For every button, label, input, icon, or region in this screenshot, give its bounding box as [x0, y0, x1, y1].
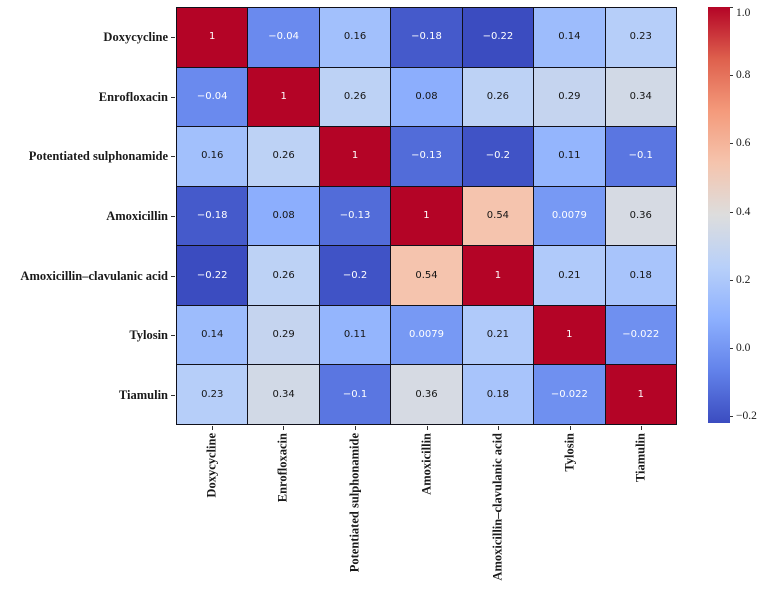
colorbar-tick-label: 0.2: [736, 273, 751, 286]
colorbar-tick: [730, 7, 733, 8]
heatmap-cell: 0.21: [462, 305, 534, 365]
y-axis-tick: [171, 395, 175, 397]
heatmap-cell: 0.26: [462, 67, 534, 127]
row-label: Amoxicillin: [106, 209, 168, 223]
heatmap-cell: 0.23: [605, 8, 676, 67]
colorbar-tick: [730, 347, 733, 349]
heatmap-cell: 0.23: [177, 365, 248, 424]
column-label: Doxycycline: [204, 433, 219, 498]
colorbar-tick-label: 0.4: [736, 205, 751, 218]
row-label: Enrofloxacin: [98, 89, 168, 104]
column-label: Tylosin: [562, 433, 577, 472]
heatmap-cell: 0.14: [534, 8, 605, 67]
heatmap-cell: 0.54: [462, 186, 534, 246]
heatmap-cell: −0.2: [319, 246, 391, 305]
heatmap-cell: 0.36: [605, 186, 676, 246]
heatmap-cell: −0.13: [391, 127, 462, 186]
y-axis-tick: [171, 156, 175, 158]
x-axis-tick: [283, 426, 285, 430]
colorbar-tick: [730, 75, 733, 77]
x-axis-tick: [354, 426, 356, 430]
row-label: Potentiated sulphonamide: [28, 149, 168, 164]
column-label: Enrofloxacin: [275, 433, 290, 503]
heatmap-cell: −0.1: [605, 127, 676, 186]
heatmap-cell: 0.16: [177, 127, 248, 186]
colorbar-tick-label: 0.6: [736, 137, 751, 150]
heatmap-cell: 0.36: [391, 365, 462, 424]
heatmap-cell: 0.29: [248, 305, 319, 365]
y-axis-tick: [171, 275, 175, 277]
heatmap-cell: −0.022: [605, 305, 676, 365]
heatmap-cell: 0.0079: [534, 186, 605, 246]
heatmap-cell: 0.08: [391, 67, 462, 127]
heatmap-cell: −0.022: [534, 365, 605, 424]
row-label: Doxycycline: [103, 29, 168, 44]
heatmap-cell: 0.18: [462, 365, 534, 424]
heatmap-cell: −0.22: [177, 246, 248, 305]
colorbar: [708, 7, 730, 423]
x-axis-tick: [211, 426, 213, 430]
heatmap-cell: 0.54: [391, 246, 462, 305]
row-label: Amoxicillin–clavulanic acid: [20, 268, 168, 283]
x-axis-tick: [641, 426, 643, 430]
heatmap-cell: 1: [391, 186, 462, 246]
heatmap-cell: 0.26: [319, 67, 391, 127]
heatmap-cell: 0.34: [248, 365, 319, 424]
heatmap-cell: 1: [534, 305, 605, 365]
heatmap-cell: −0.18: [391, 8, 462, 67]
column-label: Potentiated sulphonamide: [347, 433, 362, 573]
heatmap-cell: 0.18: [605, 246, 676, 305]
heatmap-cell: 1: [319, 127, 391, 186]
heatmap-cell: −0.1: [319, 365, 391, 424]
y-axis-tick: [171, 216, 175, 217]
x-axis-tick: [498, 426, 500, 430]
heatmap-cell: 0.14: [177, 305, 248, 365]
colorbar-tick-label: 0.0: [736, 341, 751, 354]
heatmap-cell: 0.21: [534, 246, 605, 305]
heatmap-cell: −0.04: [177, 67, 248, 127]
heatmap-cell: −0.22: [462, 8, 534, 67]
heatmap-cell: 0.34: [605, 67, 676, 127]
heatmap-cell: 0.26: [248, 246, 319, 305]
colorbar-tick: [730, 143, 733, 145]
heatmap-cell: 0.0079: [391, 305, 462, 365]
colorbar-tick-label: 0.8: [736, 69, 751, 82]
colorbar-tick-label: −0.2: [736, 410, 757, 423]
column-label: Amoxicillin–clavulanic acid: [490, 433, 505, 581]
heatmap-cell: −0.13: [319, 186, 391, 246]
colorbar-tick-label: 1.0: [736, 7, 751, 19]
heatmap-grid: 1 −0.04 0.16 −0.18 −0.22 0.14 0.23 −0.04 1 0.26 0.…: [176, 7, 677, 425]
heatmap-cell: 0.26: [248, 127, 319, 186]
heatmap-cell: −0.04: [248, 8, 319, 67]
column-label: Amoxicillin: [419, 433, 433, 495]
y-axis-tick: [171, 335, 175, 337]
row-label: Tiamulin: [118, 388, 168, 403]
x-axis-tick: [426, 426, 428, 430]
colorbar-tick: [730, 416, 733, 418]
heatmap-cell: −0.2: [462, 127, 534, 186]
heatmap-cell: 1: [248, 67, 319, 127]
x-axis-tick: [569, 426, 571, 430]
y-axis-tick: [171, 36, 175, 38]
heatmap-cell: 1: [605, 365, 676, 424]
heatmap-cell: 0.11: [319, 305, 391, 365]
colorbar-tick: [730, 279, 733, 281]
heatmap-cell: 0.11: [534, 127, 605, 186]
y-axis-tick: [171, 96, 175, 98]
heatmap-cell: 0.29: [534, 67, 605, 127]
heatmap-cell: 1: [177, 8, 248, 67]
colorbar-tick: [730, 211, 733, 213]
heatmap-cell: −0.18: [177, 186, 248, 246]
heatmap-cell: 1: [462, 246, 534, 305]
column-label: Tiamulin: [633, 433, 648, 483]
heatmap-cell: 0.08: [248, 186, 319, 246]
heatmap-cell: 0.16: [319, 8, 391, 67]
row-label: Tylosin: [129, 328, 168, 343]
